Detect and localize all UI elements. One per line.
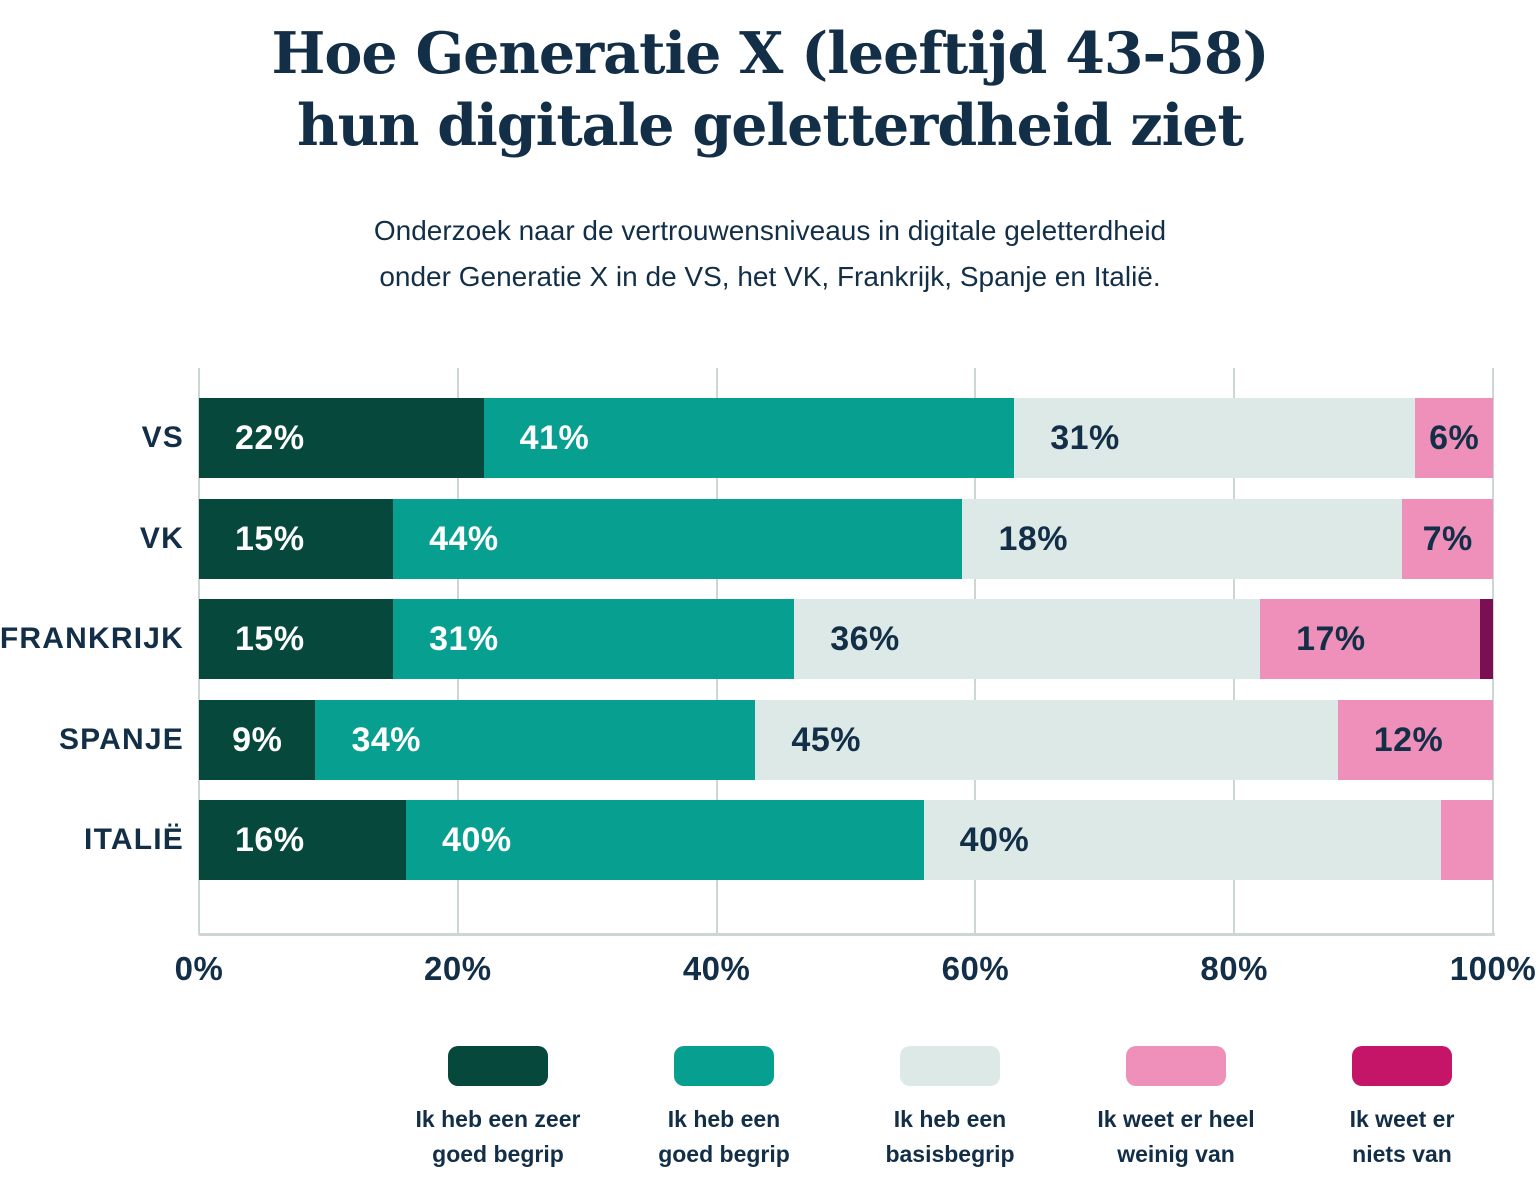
bar-segment: 44% <box>393 499 963 579</box>
x-tick-label: 0% <box>174 950 224 987</box>
segment-value-label: 9% <box>232 720 283 759</box>
bar-segment: 17% <box>1260 599 1481 679</box>
legend: Ik heb een zeer goed begrip Ik heb een goed… <box>385 1046 1515 1171</box>
legend-label: Ik heb een zeer goed begrip <box>415 1106 581 1167</box>
segment-value-label: 6% <box>1429 418 1480 457</box>
segment-value-label: 40% <box>442 820 512 859</box>
gridline <box>1492 368 1494 935</box>
segment-value-label: 22% <box>235 418 305 457</box>
bar-segment: 16% <box>199 800 407 880</box>
segment-value-label: 40% <box>959 820 1030 859</box>
legend-swatch <box>674 1046 774 1086</box>
bar-row-vs: 22% 41% 31% 6% <box>199 398 1493 478</box>
legend-label: Ik heb een basisbegrip <box>885 1106 1015 1167</box>
legend-swatch <box>1126 1046 1226 1086</box>
segment-value-label: 31% <box>1050 418 1120 457</box>
legend-label: Ik weet er niets van <box>1349 1106 1455 1167</box>
bar-segment: 7% <box>1402 499 1493 579</box>
y-axis-label-vk: VK <box>139 522 184 555</box>
legend-item: Ik heb een zeer goed begrip <box>385 1046 611 1171</box>
bar-segment: 15% <box>199 499 394 579</box>
subtitle-line-1: Onderzoek naar de vertrouwensniveaus in … <box>373 215 1167 246</box>
segment-value-label: 44% <box>429 519 499 558</box>
bar-segment: 12% <box>1337 700 1493 780</box>
segment-value-label: 12% <box>1373 720 1444 759</box>
x-tick-label: 80% <box>1200 950 1268 987</box>
x-tick-label: 40% <box>682 950 751 987</box>
y-axis-label-vs: VS <box>141 421 184 454</box>
bar-segment: 31% <box>1014 398 1416 478</box>
legend-item: Ik heb een basisbegrip <box>837 1046 1063 1171</box>
bar-row-frankrijk: 15% 31% 36% 17% <box>199 599 1493 679</box>
bar-segment: 34% <box>315 700 756 780</box>
segment-value-label: 15% <box>235 619 305 658</box>
bar-segment: 31% <box>393 599 795 679</box>
bar-segment: 22% <box>199 398 484 478</box>
segment-value-label: 36% <box>830 619 900 658</box>
title-line-2: hun digitale geletterdheid ziet <box>297 91 1244 159</box>
bar-segment: 45% <box>755 700 1338 780</box>
legend-swatch <box>448 1046 548 1086</box>
segment-value-label: 31% <box>429 619 499 658</box>
segment-value-label: 18% <box>998 519 1069 558</box>
segment-value-label: 16% <box>235 820 305 859</box>
legend-item: Ik weet er heel weinig van <box>1063 1046 1289 1171</box>
x-axis-line <box>199 933 1495 936</box>
bar-segment: 40% <box>923 800 1442 880</box>
legend-item: Ik heb een goed begrip <box>611 1046 837 1171</box>
segment-value-label: 45% <box>791 720 861 759</box>
bar-row-vk: 15% 44% 18% 7% <box>199 499 1493 579</box>
bar-segment: 15% <box>199 599 394 679</box>
legend-item: Ik weet er niets van <box>1289 1046 1515 1171</box>
bar-row-italië: 16% 40% 40% <box>199 800 1493 880</box>
bar-row-spanje: 9% 34% 45% 12% <box>199 700 1493 780</box>
legend-swatch <box>900 1046 1000 1086</box>
segment-value-label: 34% <box>351 720 422 759</box>
bar-segment <box>1441 800 1493 880</box>
bar-segment: 9% <box>199 700 316 780</box>
y-axis-label-frankrijk: FRANKRIJK <box>0 622 184 655</box>
x-tick-label: 20% <box>424 950 492 987</box>
segment-value-label: 15% <box>235 519 305 558</box>
y-axis-label-spanje: SPANJE <box>58 723 184 756</box>
segment-value-label: 7% <box>1422 519 1473 558</box>
x-tick-label: 100% <box>1449 950 1537 987</box>
legend-label: Ik heb een goed begrip <box>658 1106 790 1167</box>
bar-segment: 6% <box>1415 398 1493 478</box>
page-title: Hoe Generatie X (leeftijd 43-58) hun digi… <box>0 18 1540 162</box>
bar-segment <box>1480 599 1493 679</box>
legend-label: Ik weet er heel weinig van <box>1097 1106 1255 1167</box>
bar-segment: 40% <box>406 800 924 880</box>
bar-segment: 41% <box>483 398 1015 478</box>
title-line-1: Hoe Generatie X (leeftijd 43-58) <box>271 20 1269 87</box>
bar-segment: 36% <box>794 599 1261 679</box>
y-axis-label-italië: ITALIË <box>84 823 184 856</box>
subtitle-line-2: onder Generatie X in de VS, het VK, Fran… <box>379 261 1161 293</box>
legend-swatch <box>1352 1046 1452 1086</box>
bar-segment: 18% <box>962 499 1403 579</box>
chart-subtitle: Onderzoek naar de vertrouwensniveaus in … <box>0 208 1540 300</box>
stacked-bar-chart: 22% 41% 31% 6% 15% 44% 18% 7% 15% 31% 36% 17% 9% 34% 4… <box>0 368 1537 987</box>
segment-value-label: 41% <box>519 418 590 457</box>
x-tick-label: 60% <box>941 950 1010 987</box>
segment-value-label: 17% <box>1296 619 1366 658</box>
